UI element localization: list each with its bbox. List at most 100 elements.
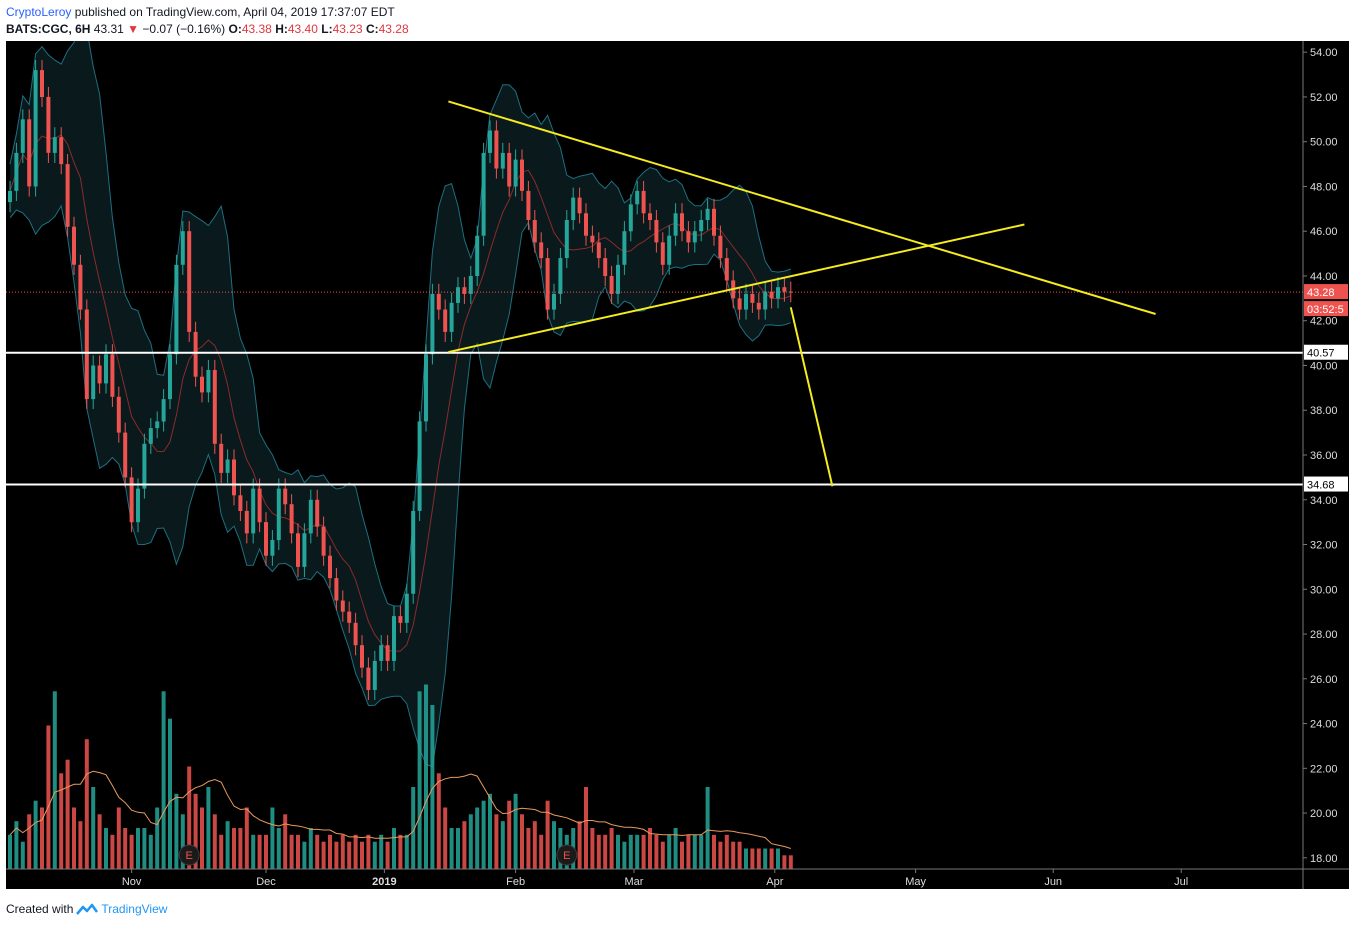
candle-body	[161, 399, 166, 422]
last-price-tag: 43.28	[1307, 287, 1335, 299]
ascending-trendline	[448, 223, 1025, 354]
volume-bar	[283, 814, 288, 869]
volume-bar	[187, 766, 192, 869]
candle-body	[417, 421, 422, 511]
candle-body	[168, 354, 172, 400]
volume-bar	[763, 848, 768, 869]
candle-body	[756, 302, 761, 310]
candle-body	[641, 190, 646, 214]
candle-body	[404, 593, 409, 623]
low-label: L:	[321, 22, 333, 36]
volume-bar	[148, 834, 153, 869]
candle-body	[564, 220, 569, 258]
volume-bar	[366, 834, 371, 869]
candle-body	[78, 264, 83, 310]
candle-body	[33, 70, 38, 187]
candle-body	[475, 235, 480, 276]
candle-body	[308, 499, 313, 534]
earnings-marker-label: E	[186, 850, 193, 862]
volume-bar	[97, 814, 102, 869]
candle-body	[91, 365, 96, 400]
author-link[interactable]: CryptoLeroy	[6, 5, 72, 19]
candle-body	[660, 242, 665, 265]
publish-line: CryptoLeroy published on TradingView.com…	[6, 4, 409, 21]
candle-body	[552, 293, 556, 310]
candle-body	[680, 213, 684, 232]
descending-trendline	[448, 100, 1156, 315]
volume-bar	[353, 834, 358, 869]
volume-bar	[264, 834, 268, 869]
candle-body	[443, 309, 448, 332]
price-axis-label: 30.00	[1310, 584, 1338, 596]
volume-bar	[168, 718, 172, 869]
candle-body	[654, 220, 659, 243]
candle-body	[718, 235, 723, 259]
earnings-marker-label: E	[563, 850, 570, 862]
down-arrow-icon: ▼	[127, 22, 140, 36]
volume-bar	[232, 828, 236, 869]
chart-header: CryptoLeroy published on TradingView.com…	[6, 4, 409, 38]
candle-body	[264, 522, 268, 556]
candle-body	[788, 291, 793, 293]
close-label: C:	[365, 22, 379, 36]
candle-body	[763, 291, 768, 310]
candle-body	[136, 488, 140, 523]
candle-body	[72, 226, 76, 265]
candle-body	[520, 159, 524, 191]
candle-body	[430, 293, 435, 355]
volume-bar	[20, 841, 25, 869]
candle-body	[360, 645, 364, 668]
volume-bar	[584, 787, 588, 869]
close-value: 43.28	[378, 22, 409, 36]
candle-body	[667, 235, 672, 265]
candle-body	[334, 578, 339, 601]
candle-body	[456, 287, 460, 303]
volume-bar	[385, 841, 390, 869]
volume-bar	[78, 821, 83, 869]
candle-body	[750, 293, 755, 303]
volume-bar	[276, 828, 281, 869]
volume-bar	[392, 828, 396, 869]
volume-bar	[699, 834, 704, 869]
candle-body	[110, 354, 115, 397]
price-axis-label: 26.00	[1310, 674, 1338, 686]
open-label: O:	[228, 22, 242, 36]
volume-moving-average	[9, 770, 791, 849]
volume-bar	[712, 834, 716, 869]
volume-bar	[72, 807, 76, 869]
volume-bar	[33, 800, 38, 869]
candle-body	[187, 231, 192, 332]
price-chart[interactable]: E E 54.00 52.00 50.00 48.00 46.00 44.00 42.00 40.…	[6, 22, 1349, 889]
candle-body	[116, 396, 121, 433]
volume-bar	[705, 787, 710, 869]
volume-bar	[513, 793, 518, 869]
high-label: H:	[275, 22, 288, 36]
chart-area[interactable]: E E 54.00 52.00 50.00 48.00 46.00 44.00 42.00 40.…	[6, 22, 1349, 889]
candle-body	[148, 428, 153, 444]
bollinger-band-fill	[10, 23, 791, 767]
candle-body	[769, 291, 774, 299]
volume-bar	[104, 828, 108, 869]
volume-bar	[616, 834, 620, 869]
volume-bar	[686, 834, 691, 869]
time-axis-label: Nov	[122, 876, 142, 888]
volume-bar	[526, 828, 531, 869]
candle-body	[635, 190, 640, 205]
volume-bar	[731, 841, 736, 869]
volume-bar	[456, 828, 460, 869]
candle-body	[744, 293, 748, 310]
candle-body	[699, 220, 704, 232]
candle-body	[776, 287, 780, 299]
volume-bar	[756, 848, 761, 869]
last-price: 43.31	[93, 22, 124, 36]
candle-body	[424, 354, 428, 422]
volume-bar	[577, 821, 582, 869]
tradingview-brand[interactable]: TradingView	[101, 902, 168, 916]
candle-body	[705, 208, 710, 220]
time-axis-label: Feb	[506, 876, 525, 888]
candle-body	[20, 119, 25, 153]
volume-bar	[776, 848, 780, 869]
price-axis-label: 46.00	[1310, 226, 1338, 238]
volume-bar	[136, 828, 140, 869]
volume-bar	[648, 828, 652, 869]
